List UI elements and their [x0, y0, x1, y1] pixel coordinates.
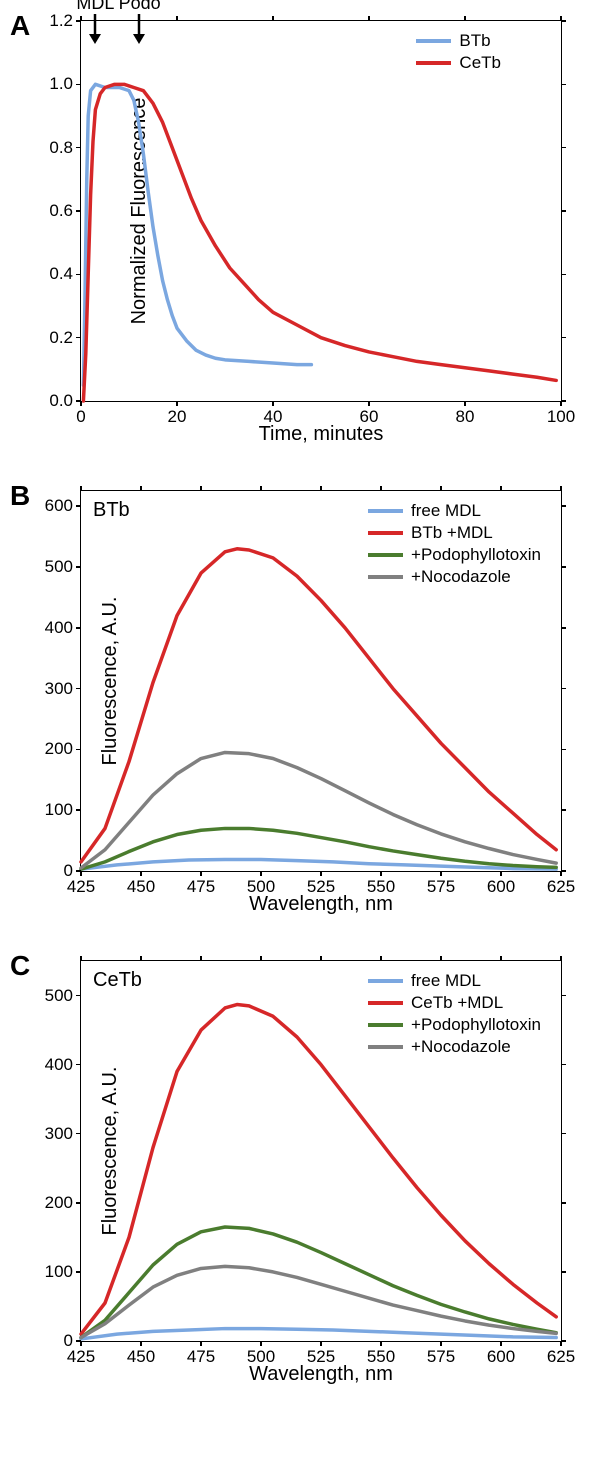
x-tick-label: 550	[367, 877, 395, 897]
legend-item: +Podophyllotoxin	[368, 1015, 541, 1035]
legend-line	[368, 531, 403, 535]
legend-line	[416, 61, 451, 65]
legend-line	[416, 39, 451, 43]
panel-a: A Normalized Fluorescence Time, minutes …	[10, 10, 593, 460]
y-tick-label: 400	[45, 1055, 73, 1075]
y-tick-label: 0.6	[49, 201, 73, 221]
legend-item: free MDL	[368, 971, 541, 991]
x-tick-label: 600	[487, 1347, 515, 1367]
x-tick-label: 450	[127, 1347, 155, 1367]
legend-label: CeTb	[459, 53, 501, 73]
y-tick-label: 400	[45, 618, 73, 638]
chart-c-area: CeTb Fluorescence, A.U. Wavelength, nm f…	[80, 960, 562, 1342]
legend-item: BTb +MDL	[368, 523, 541, 543]
legend-line	[368, 979, 403, 983]
x-tick-label: 525	[307, 877, 335, 897]
legend-item: +Podophyllotoxin	[368, 545, 541, 565]
x-tick-label: 425	[67, 1347, 95, 1367]
legend-label: BTb +MDL	[411, 523, 493, 543]
x-tick-label: 550	[367, 1347, 395, 1367]
panel-c: C CeTb Fluorescence, A.U. Wavelength, nm…	[10, 950, 593, 1400]
panel-c-legend: free MDLCeTb +MDL+Podophyllotoxin+Nocoda…	[368, 971, 541, 1059]
y-tick-label: 100	[45, 800, 73, 820]
legend-label: +Podophyllotoxin	[411, 1015, 541, 1035]
y-tick-label: 0.2	[49, 328, 73, 348]
y-tick-label: 300	[45, 679, 73, 699]
y-tick-label: 0.8	[49, 138, 73, 158]
y-tick-label: 1.2	[49, 11, 73, 31]
y-tick-label: 0.0	[49, 391, 73, 411]
panel-a-label: A	[10, 10, 30, 42]
x-tick-label: 0	[76, 407, 85, 427]
x-tick-label: 475	[187, 877, 215, 897]
y-tick-label: 500	[45, 986, 73, 1006]
x-tick-label: 575	[427, 877, 455, 897]
legend-line	[368, 1001, 403, 1005]
y-tick-label: 200	[45, 1193, 73, 1213]
legend-line	[368, 509, 403, 513]
x-tick-label: 40	[264, 407, 283, 427]
y-tick-label: 100	[45, 1262, 73, 1282]
chart-b-area: BTb Fluorescence, A.U. Wavelength, nm fr…	[80, 490, 562, 872]
x-tick-label: 600	[487, 877, 515, 897]
x-tick-label: 525	[307, 1347, 335, 1367]
panel-b-legend: free MDLBTb +MDL+Podophyllotoxin+Nocodaz…	[368, 501, 541, 589]
y-tick-label: 300	[45, 1124, 73, 1144]
legend-label: CeTb +MDL	[411, 993, 503, 1013]
x-tick-label: 425	[67, 877, 95, 897]
y-tick-label: 600	[45, 496, 73, 516]
legend-item: +Nocodazole	[368, 1037, 541, 1057]
legend-label: BTb	[459, 31, 490, 51]
x-tick-label: 625	[547, 1347, 575, 1367]
legend-item: free MDL	[368, 501, 541, 521]
x-tick-label: 500	[247, 877, 275, 897]
y-tick-label: 0.4	[49, 264, 73, 284]
legend-label: +Nocodazole	[411, 1037, 511, 1057]
chart-a-svg	[81, 21, 561, 401]
x-tick-label: 60	[360, 407, 379, 427]
x-tick-label: 100	[547, 407, 575, 427]
legend-line	[368, 575, 403, 579]
annotation-text: MDL	[75, 0, 115, 14]
legend-item: +Nocodazole	[368, 567, 541, 587]
legend-item: CeTb +MDL	[368, 993, 541, 1013]
legend-line	[368, 1045, 403, 1049]
legend-label: +Podophyllotoxin	[411, 545, 541, 565]
chart-a-area: Normalized Fluorescence Time, minutes BT…	[80, 20, 562, 402]
legend-item: CeTb	[416, 53, 501, 73]
legend-label: free MDL	[411, 971, 481, 991]
annotation-arrow: Podo	[119, 0, 159, 49]
y-tick-label: 1.0	[49, 74, 73, 94]
legend-line	[368, 553, 403, 557]
x-tick-label: 575	[427, 1347, 455, 1367]
legend-label: +Nocodazole	[411, 567, 511, 587]
y-tick-label: 200	[45, 739, 73, 759]
annotation-text: Podo	[119, 0, 159, 14]
panel-c-label: C	[10, 950, 30, 982]
legend-item: BTb	[416, 31, 501, 51]
x-tick-label: 80	[456, 407, 475, 427]
annotation-arrow: MDL	[75, 0, 115, 49]
x-tick-label: 500	[247, 1347, 275, 1367]
panel-a-legend: BTbCeTb	[416, 31, 501, 75]
x-tick-label: 450	[127, 877, 155, 897]
x-tick-label: 625	[547, 877, 575, 897]
x-tick-label: 20	[168, 407, 187, 427]
x-tick-label: 475	[187, 1347, 215, 1367]
legend-line	[368, 1023, 403, 1027]
figure-container: A Normalized Fluorescence Time, minutes …	[10, 10, 593, 1400]
legend-label: free MDL	[411, 501, 481, 521]
y-tick-label: 500	[45, 557, 73, 577]
panel-b-label: B	[10, 480, 30, 512]
panel-b: B BTb Fluorescence, A.U. Wavelength, nm …	[10, 480, 593, 930]
